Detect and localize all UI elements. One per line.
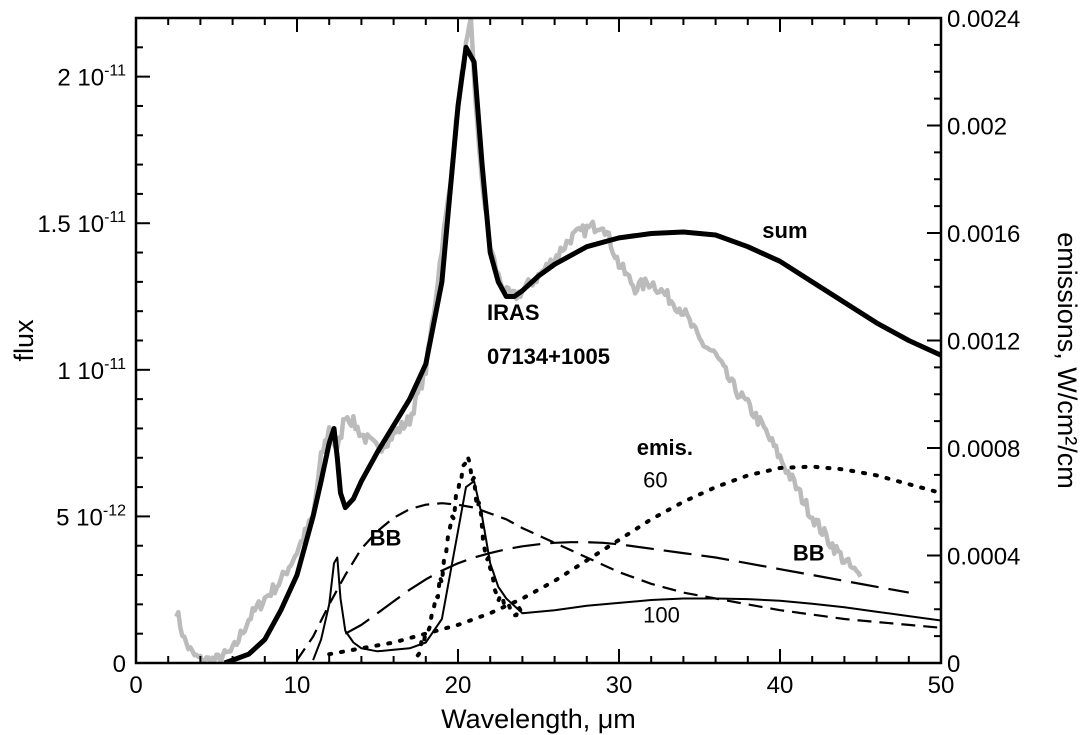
x-tick-label: 50 — [928, 672, 955, 699]
annotation-label: sum — [762, 218, 807, 243]
y-right-tick-label: 0.0012 — [947, 329, 1020, 356]
y-left-tick-exponent: -11 — [104, 63, 126, 80]
x-tick-label: 30 — [606, 672, 633, 699]
y-right-tick-label: 0.0008 — [947, 436, 1020, 463]
y-left-tick-mantissa: 5 10 — [56, 504, 103, 531]
series-line-5 — [312, 480, 941, 661]
annotation-label: BB — [793, 540, 825, 565]
y-right-tick-label: 0.002 — [947, 114, 1007, 141]
y-left-tick-label: 1.5 10-11 — [37, 209, 126, 238]
series-line-6 — [415, 454, 525, 658]
annotation-label: 100 — [643, 603, 680, 628]
x-axis-title: Wavelength, μm — [441, 704, 636, 734]
y-left-tick-mantissa: 0 — [113, 651, 126, 678]
axes-layer — [134, 16, 943, 665]
y-left-tick-label: 1 10-11 — [57, 356, 126, 385]
y-left-tick-label: 0 — [113, 651, 126, 678]
y-left-tick-mantissa: 1.5 10 — [37, 211, 104, 238]
y-left-tick-exponent: -11 — [104, 356, 126, 373]
x-tick-label: 0 — [129, 672, 142, 699]
series-line-2 — [296, 502, 941, 661]
y-right-tick-label: 0.0016 — [947, 221, 1020, 248]
annotations: IRAS 07134+1005 sum BB BB emis. 60 100 — [370, 218, 825, 628]
series-layer — [174, 18, 941, 663]
series-line-1 — [223, 44, 941, 663]
series-line-4 — [327, 464, 941, 657]
series-line-3 — [344, 541, 909, 635]
y-right-tick-label: 0.0024 — [947, 6, 1020, 33]
series-line-0 — [174, 18, 863, 663]
y-right-tick-label: 0.0004 — [947, 544, 1020, 571]
y-right-axis-title: emissions, W/cm²/cm — [1052, 232, 1080, 489]
y-left-tick-exponent: -12 — [103, 502, 126, 519]
y-left-tick-mantissa: 1 10 — [57, 358, 104, 385]
y-left-tick-label: 2 10-11 — [57, 63, 126, 92]
x-tick-label: 20 — [445, 672, 472, 699]
y-left-axis-title: flux — [9, 319, 39, 362]
y-right-tick-label: 0 — [947, 651, 960, 678]
annotation-label: 07134+1005 — [487, 344, 610, 369]
annotation-label: IRAS — [487, 300, 540, 325]
x-tick-label: 10 — [284, 672, 311, 699]
annotation-label: emis. — [637, 435, 693, 460]
y-left-tick-exponent: -11 — [104, 209, 126, 226]
plot-frame — [134, 16, 943, 665]
annotation-label: BB — [370, 526, 402, 551]
x-tick-label: 40 — [767, 672, 794, 699]
y-left-tick-label: 5 10-12 — [56, 502, 126, 531]
y-left-tick-mantissa: 2 10 — [57, 65, 104, 92]
annotation-label: 60 — [643, 468, 667, 493]
